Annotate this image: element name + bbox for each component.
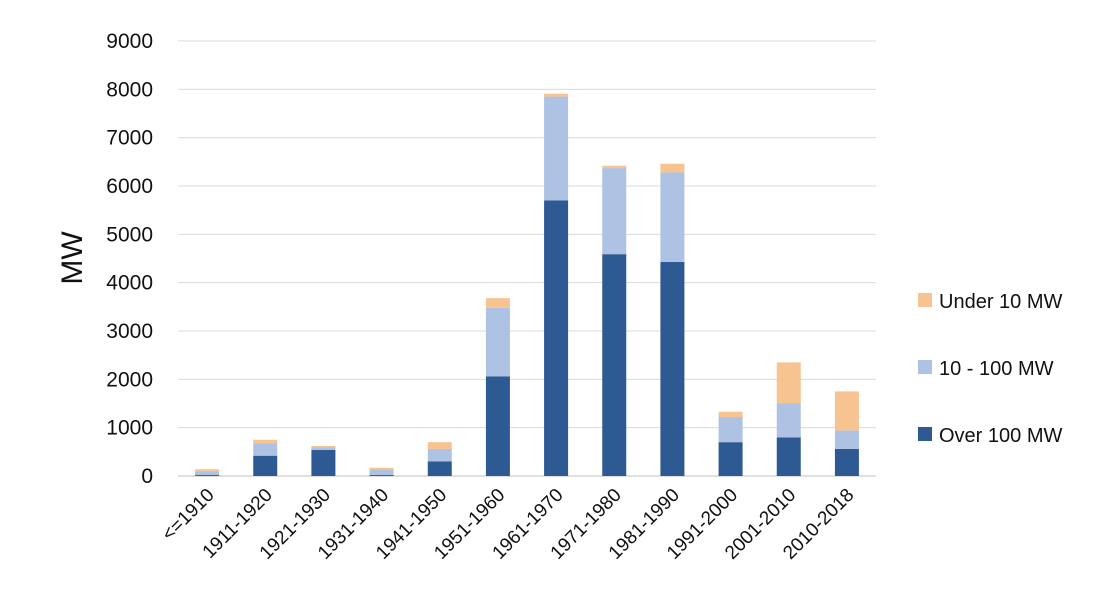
bar-segment <box>253 443 278 456</box>
bar-segment <box>253 455 278 476</box>
bar-segment <box>544 200 569 476</box>
y-axis-label: MW <box>56 231 89 285</box>
bar-segment <box>485 298 510 308</box>
gridlines <box>178 40 876 477</box>
bar-segment <box>660 163 685 173</box>
legend-label: Over 100 MW <box>939 425 1062 447</box>
y-tick-label: 6000 <box>106 175 153 198</box>
legend-swatch <box>918 293 932 307</box>
y-tick-label: 4000 <box>106 272 153 295</box>
legend-label: 10 - 100 MW <box>939 358 1054 380</box>
legend-label: Under 10 MW <box>939 291 1062 313</box>
bar-segment <box>195 471 220 476</box>
x-axis-ticks: <=19101911-19201921-19301931-19401941-19… <box>158 485 858 564</box>
bar-segment <box>427 461 452 476</box>
bar-segment <box>834 448 859 476</box>
bar-segment <box>369 467 394 470</box>
bar-segment <box>427 448 452 462</box>
bar-segment <box>544 93 569 97</box>
bar-segment <box>602 165 627 169</box>
bar-segment <box>660 261 685 476</box>
bar-segment <box>776 403 801 438</box>
bar-segment <box>485 307 510 377</box>
bar-segment <box>834 430 859 449</box>
y-tick-label: 9000 <box>106 30 153 53</box>
bar-segment <box>660 172 685 262</box>
bar-segment <box>195 475 220 476</box>
bar-segment <box>369 475 394 476</box>
bar-segment <box>718 442 743 476</box>
bar-segment <box>311 447 336 450</box>
bar-segment <box>311 446 336 448</box>
bar-segment <box>195 469 220 472</box>
y-tick-label: 0 <box>141 465 153 488</box>
y-axis-ticks: 0 1000 2000 3000 4000 5000 6000 7000 8000 9000 <box>106 30 153 488</box>
bar-segment <box>544 96 569 201</box>
y-tick-label: 7000 <box>106 127 153 150</box>
bar-segment <box>602 168 627 255</box>
bar-segment <box>485 376 510 476</box>
bar-segment <box>834 391 859 431</box>
bar-segment <box>602 254 627 476</box>
bar-segment <box>776 362 801 404</box>
y-tick-label: 2000 <box>106 368 153 391</box>
bar-segment <box>311 449 336 476</box>
y-tick-label: 3000 <box>106 320 153 343</box>
y-tick-label: 1000 <box>106 417 153 440</box>
bar-segment <box>776 437 801 476</box>
y-tick-label: 8000 <box>106 78 153 101</box>
bar-segment <box>369 469 394 476</box>
y-tick-label: 5000 <box>106 223 153 246</box>
legend: Under 10 MW 10 - 100 MW Over 100 MW <box>918 291 1062 447</box>
bars <box>195 93 859 476</box>
bar-segment <box>427 442 452 449</box>
bar-segment <box>718 417 743 443</box>
bar-segment <box>253 439 278 444</box>
legend-swatch <box>918 360 932 374</box>
bar-segment <box>718 411 743 418</box>
legend-swatch <box>918 427 932 441</box>
